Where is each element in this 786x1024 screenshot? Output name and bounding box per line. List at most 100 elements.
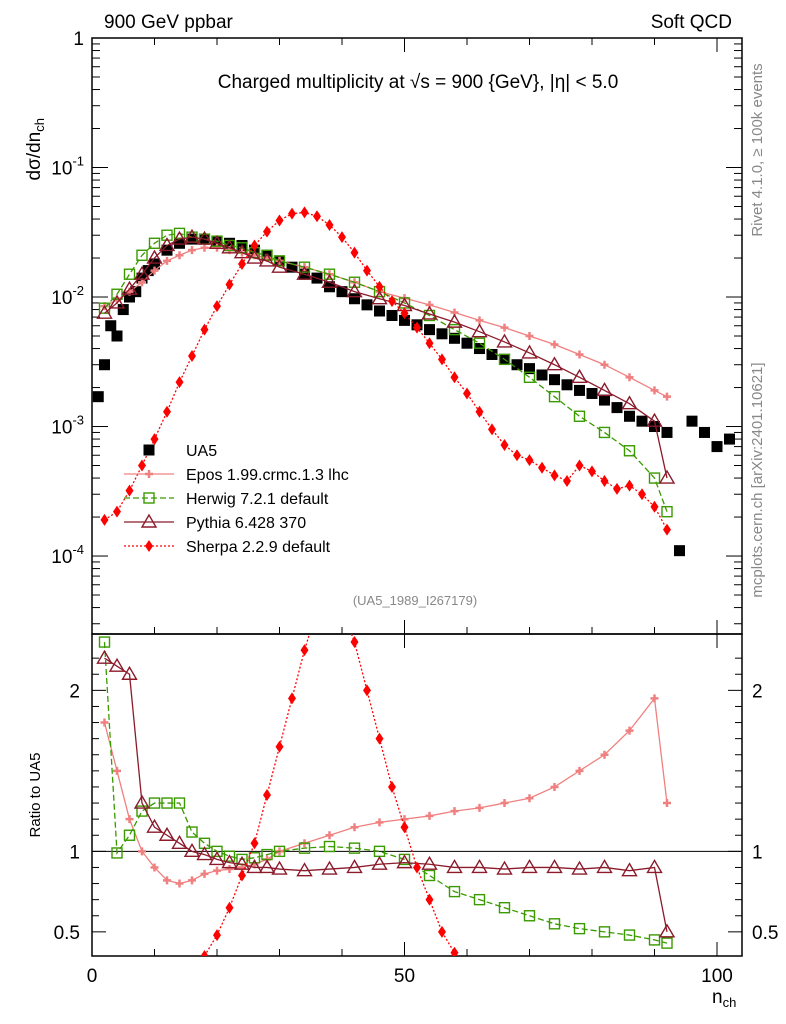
- ratio-point-herwig-7-2-1-default: [661, 937, 673, 949]
- legend-item-herwig-7-2-1-default: Herwig 7.2.1 default: [124, 491, 329, 508]
- ratio-point-herwig-7-2-1-default: [148, 797, 161, 809]
- ratio-line-herwig-7-2-1-default: [103, 642, 668, 944]
- point-ua5: [336, 286, 348, 298]
- ratio-y-tick-label: 2: [69, 681, 80, 702]
- point-ua5: [536, 369, 548, 381]
- point-ua5: [511, 359, 523, 371]
- point-sherpa-2-2-9-default: [663, 523, 671, 536]
- ratio-point-sherpa-2-2-9-default: [225, 901, 234, 914]
- ratio-point-epos-1-99-crmc-1-3-lhc: [475, 803, 484, 812]
- ratio-point-sherpa-2-2-9-default: [213, 929, 221, 942]
- ratio-point-herwig-7-2-1-default: [298, 842, 311, 854]
- point-epos-1-99-crmc-1-3-lhc: [600, 360, 609, 369]
- ratio-point-herwig-7-2-1-default: [136, 805, 148, 817]
- point-pythia-6-428-370: [546, 356, 563, 371]
- ratio-point-epos-1-99-crmc-1-3-lhc: [175, 879, 184, 888]
- header-left-label: 900 GeV ppbar: [104, 12, 234, 33]
- point-ua5: [661, 426, 673, 438]
- ratio-point-epos-1-99-crmc-1-3-lhc: [188, 876, 196, 885]
- ratio-y-tick-label-right: 1: [752, 842, 763, 863]
- ratio-point-sherpa-2-2-9-default: [438, 925, 446, 938]
- ratio-point-epos-1-99-crmc-1-3-lhc: [225, 865, 234, 874]
- point-herwig-7-2-1-default: [298, 261, 311, 273]
- ratio-point-sherpa-2-2-9-default: [425, 893, 434, 906]
- series-line-sherpa-2-2-9-default: [104, 211, 668, 530]
- ratio-point-sherpa-2-2-9-default: [288, 692, 296, 705]
- point-pythia-6-428-370: [471, 323, 488, 338]
- ratio-point-epos-1-99-crmc-1-3-lhc: [663, 799, 671, 808]
- point-epos-1-99-crmc-1-3-lhc: [500, 323, 509, 332]
- y-tick-label: 10-1: [51, 154, 84, 180]
- point-sherpa-2-2-9-default: [538, 461, 546, 474]
- point-ua5: [142, 265, 154, 277]
- ratio-point-sherpa-2-2-9-default: [350, 636, 359, 649]
- point-herwig-7-2-1-default: [148, 237, 161, 249]
- point-epos-1-99-crmc-1-3-lhc: [200, 243, 209, 252]
- point-sherpa-2-2-9-default: [250, 239, 259, 252]
- ratio-point-pythia-6-428-370: [258, 859, 276, 874]
- point-sherpa-2-2-9-default: [550, 469, 559, 482]
- ratio-series-sherpa-2-2-9-default: [200, 604, 459, 956]
- point-ua5: [286, 261, 298, 273]
- point-ua5: [636, 415, 648, 427]
- point-sherpa-2-2-9-default: [563, 474, 571, 487]
- series-pythia-6-428-370: [96, 228, 676, 484]
- ratio-point-sherpa-2-2-9-default: [263, 789, 271, 801]
- point-herwig-7-2-1-default: [661, 505, 673, 518]
- legend-marker: [143, 492, 155, 504]
- point-pythia-6-428-370: [658, 469, 676, 484]
- legend-marker: [143, 444, 155, 456]
- point-ua5: [374, 305, 385, 317]
- ratio-point-epos-1-99-crmc-1-3-lhc: [113, 766, 121, 775]
- x-tick-label: 100: [701, 966, 733, 987]
- ratio-point-pythia-6-428-370: [121, 665, 138, 680]
- ratio-point-pythia-6-428-370: [571, 860, 588, 875]
- point-herwig-7-2-1-default: [598, 426, 611, 439]
- x-tick-label: 50: [394, 966, 415, 987]
- point-sherpa-2-2-9-default: [513, 449, 521, 462]
- point-ua5: [399, 314, 410, 326]
- ratio-point-pythia-6-428-370: [171, 834, 188, 849]
- point-sherpa-2-2-9-default: [175, 376, 184, 389]
- ratio-point-sherpa-2-2-9-default: [238, 869, 246, 882]
- ratio-point-herwig-7-2-1-default: [623, 929, 636, 941]
- ratio-point-herwig-7-2-1-default: [648, 934, 661, 946]
- ratio-point-pythia-6-428-370: [208, 851, 226, 866]
- ratio-point-pythia-6-428-370: [296, 862, 313, 877]
- point-pythia-6-428-370: [183, 228, 201, 243]
- point-pythia-6-428-370: [446, 313, 463, 328]
- legend-item-ua5: UA5: [143, 443, 217, 460]
- point-ua5: [224, 237, 235, 249]
- legend: UA5 Epos 1.99.crmc.1.3 lhc Herwig 7.2.1 de…: [124, 443, 349, 556]
- point-sherpa-2-2-9-default: [450, 371, 459, 384]
- point-sherpa-2-2-9-default: [213, 300, 221, 313]
- ratio-y-tick-label: 1: [69, 842, 80, 863]
- point-sherpa-2-2-9-default: [475, 405, 484, 418]
- point-ua5: [724, 433, 735, 445]
- ratio-y-tick-label-right: 2: [752, 681, 763, 702]
- y-tick-label: 10-2: [51, 283, 84, 309]
- legend-marker: [145, 470, 153, 478]
- ratio-point-sherpa-2-2-9-default: [338, 604, 346, 616]
- point-ua5: [686, 415, 698, 427]
- ratio-point-pythia-6-428-370: [96, 649, 113, 664]
- point-epos-1-99-crmc-1-3-lhc: [663, 392, 671, 401]
- x-tick-label: 0: [87, 966, 98, 987]
- ratio-point-epos-1-99-crmc-1-3-lhc: [375, 818, 384, 827]
- point-sherpa-2-2-9-default: [413, 321, 421, 334]
- point-pythia-6-428-370: [421, 305, 438, 320]
- point-sherpa-2-2-9-default: [575, 459, 584, 472]
- ratio-point-herwig-7-2-1-default: [548, 918, 561, 930]
- ratio-point-herwig-7-2-1-default: [573, 922, 586, 935]
- ratio-point-sherpa-2-2-9-default: [300, 644, 309, 657]
- ratio-series-pythia-6-428-370: [96, 649, 676, 938]
- point-pythia-6-428-370: [346, 283, 363, 298]
- point-ua5: [674, 545, 685, 557]
- side-rivet-label: Rivet 4.1.0, ≥ 100k events: [749, 63, 766, 236]
- point-sherpa-2-2-9-default: [150, 433, 159, 446]
- ratio-point-sherpa-2-2-9-default: [275, 740, 284, 753]
- ratio-point-sherpa-2-2-9-default: [200, 950, 209, 956]
- legend-marker: [140, 513, 158, 528]
- ratio-y-axis-title: Ratio to UA5: [27, 752, 44, 837]
